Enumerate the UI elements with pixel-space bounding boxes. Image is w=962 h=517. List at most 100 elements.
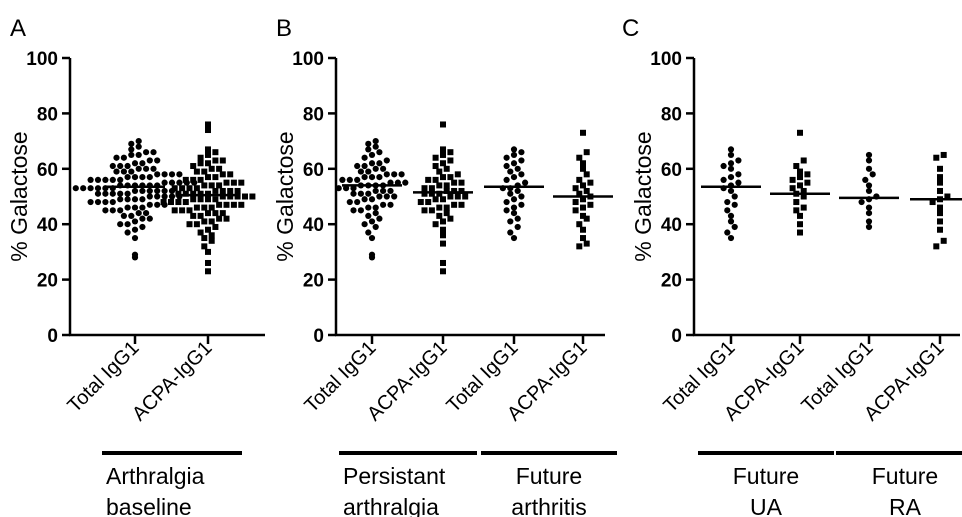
data-point <box>94 190 102 197</box>
data-point <box>440 259 446 266</box>
data-point <box>372 143 379 150</box>
data-point <box>727 146 735 153</box>
data-point <box>131 234 139 242</box>
data-point <box>447 215 454 222</box>
data-point <box>580 182 586 189</box>
data-point <box>576 243 583 250</box>
data-point <box>727 165 735 172</box>
data-point <box>440 218 446 225</box>
data-point <box>503 176 510 183</box>
y-tick-label: 100 <box>650 49 682 70</box>
data-point <box>139 204 146 211</box>
data-point <box>735 157 742 164</box>
data-point <box>102 198 109 206</box>
group-label-line: Future <box>872 463 938 489</box>
data-point <box>205 146 211 153</box>
data-point <box>572 185 579 192</box>
data-point <box>216 215 223 222</box>
data-point <box>361 174 368 181</box>
data-point <box>146 157 153 164</box>
data-point <box>797 229 803 236</box>
data-point <box>238 179 245 186</box>
data-point <box>583 149 590 156</box>
data-point <box>580 204 586 211</box>
data-point <box>208 165 215 172</box>
data-point <box>223 201 230 208</box>
data-point <box>518 201 525 208</box>
data-point <box>212 223 219 230</box>
data-point <box>503 162 510 170</box>
data-point <box>219 210 226 217</box>
data-point <box>124 204 131 211</box>
data-point <box>143 165 150 172</box>
y-axis-label: % Galactose <box>630 131 656 261</box>
data-point <box>376 193 383 200</box>
data-point <box>421 207 428 214</box>
data-point <box>354 198 361 206</box>
data-point <box>146 193 153 200</box>
data-point <box>580 196 586 203</box>
data-point <box>212 149 219 156</box>
data-point <box>793 163 800 170</box>
data-point <box>120 154 127 161</box>
data-point <box>205 226 211 233</box>
data-point <box>727 151 735 159</box>
data-point <box>447 149 454 156</box>
data-point <box>368 234 376 242</box>
data-point <box>724 229 731 236</box>
y-tick-label: 80 <box>303 104 324 125</box>
data-point <box>858 198 865 206</box>
data-point <box>109 176 116 183</box>
data-point <box>789 176 796 183</box>
data-point <box>238 201 245 208</box>
data-point <box>109 207 116 214</box>
data-point <box>454 193 461 200</box>
data-point <box>205 121 211 128</box>
data-point <box>223 179 230 186</box>
data-point <box>865 218 873 225</box>
data-point <box>458 187 465 194</box>
data-point <box>146 201 153 208</box>
data-point <box>139 223 146 231</box>
data-point <box>128 168 135 175</box>
data-point <box>443 187 450 194</box>
data-point <box>135 143 142 150</box>
data-point <box>128 140 135 147</box>
data-point <box>205 196 211 203</box>
data-point <box>113 154 120 161</box>
data-point <box>443 210 450 217</box>
data-point <box>800 204 807 211</box>
data-point <box>154 201 161 208</box>
data-point <box>197 212 204 219</box>
data-point <box>131 254 139 261</box>
data-point <box>454 171 461 178</box>
data-point <box>440 146 446 153</box>
data-point <box>724 198 731 206</box>
data-point <box>800 187 807 194</box>
data-point <box>940 237 947 244</box>
data-point <box>937 165 943 172</box>
data-point <box>937 210 943 217</box>
data-point <box>421 190 428 197</box>
data-point <box>94 176 102 183</box>
data-point <box>182 199 189 206</box>
data-point <box>223 215 230 222</box>
data-point <box>186 185 193 192</box>
data-point <box>197 190 204 197</box>
data-point <box>150 149 157 156</box>
data-point <box>383 171 390 178</box>
data-point <box>117 190 124 197</box>
data-point <box>368 151 376 159</box>
data-point <box>205 160 211 167</box>
data-point <box>576 176 583 183</box>
data-point <box>804 171 811 178</box>
data-point <box>940 151 947 158</box>
data-point <box>937 179 943 186</box>
data-point <box>365 146 372 153</box>
data-point <box>800 157 807 164</box>
data-point <box>117 176 124 183</box>
data-point <box>797 212 803 219</box>
data-point <box>124 196 131 203</box>
data-point <box>865 210 873 217</box>
group-label-line: RA <box>889 494 922 517</box>
